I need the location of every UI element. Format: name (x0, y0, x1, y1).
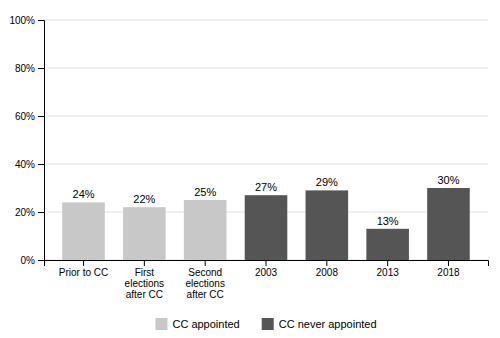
x-axis: Prior to CC Firstelectionsafter CC Seconde… (45, 260, 489, 300)
x-axis-line (45, 261, 489, 267)
x-tick-label: Firstelectionsafter CC (125, 267, 164, 300)
x-tick-mark (387, 260, 388, 266)
data-label: 22% (133, 193, 155, 205)
bar (427, 188, 470, 260)
bar (62, 202, 105, 260)
legend-swatch (262, 318, 274, 330)
legend-item: CC never appointed (262, 318, 377, 330)
x-tick-mark (266, 260, 267, 266)
legend-label: CC never appointed (279, 318, 377, 330)
grid-line (44, 20, 488, 21)
y-tick-label: 20% (15, 207, 35, 218)
grid-line (44, 164, 488, 165)
y-tick: 100% (9, 15, 44, 26)
y-tick-label: 60% (15, 111, 35, 122)
legend: CC appointed CC never appointed (155, 318, 376, 330)
plot: 0% 20% 40% 60% 80% 100% Prior to CC Firstelecti… (9, 15, 488, 300)
data-label: 13% (377, 215, 399, 227)
grid (44, 20, 488, 260)
y-tick: 20% (15, 207, 44, 218)
y-tick-mark (38, 68, 44, 69)
bar (306, 190, 349, 260)
y-tick-mark (38, 260, 44, 261)
x-tick-label: 2003 (255, 267, 278, 278)
x-tick: 2003 (255, 260, 278, 278)
bar (245, 195, 288, 260)
x-tick: Firstelectionsafter CC (125, 260, 164, 300)
bars (62, 188, 470, 260)
x-tick-label: 2018 (437, 267, 460, 278)
y-tick-label: 0% (21, 255, 36, 266)
x-tick-label: 2008 (316, 267, 339, 278)
grid-line (44, 68, 488, 69)
x-tick-label: 2013 (377, 267, 400, 278)
y-tick-mark (38, 164, 44, 165)
x-tick-mark (326, 260, 327, 266)
x-tick-mark (83, 260, 84, 266)
data-label: 25% (194, 186, 216, 198)
y-tick-mark (38, 20, 44, 21)
y-tick-label: 80% (15, 63, 35, 74)
data-label: 29% (316, 176, 338, 188)
data-label: 24% (73, 188, 95, 200)
legend-item: CC appointed (155, 318, 239, 330)
x-tick-mark (144, 260, 145, 266)
data-label: 27% (255, 181, 277, 193)
x-tick: Prior to CC (59, 260, 108, 278)
x-tick-label: Secondelectionsafter CC (185, 267, 224, 300)
data-labels: 24% 22% 25% 27% 29% 13% 30% (73, 174, 460, 227)
y-tick-mark (38, 116, 44, 117)
y-axis: 0% 20% 40% 60% 80% 100% (9, 15, 44, 266)
y-tick-label: 100% (9, 15, 35, 26)
y-tick-label: 40% (15, 159, 35, 170)
y-axis-line (38, 21, 45, 261)
y-tick: 80% (15, 63, 44, 74)
x-tick-mark (205, 260, 206, 266)
x-tick: 2013 (377, 260, 400, 278)
y-tick: 40% (15, 159, 44, 170)
x-tick: 2008 (316, 260, 339, 278)
x-tick-label: Prior to CC (59, 267, 108, 278)
y-tick: 0% (21, 255, 44, 266)
x-tick-mark (448, 260, 449, 266)
chart: 0% 20% 40% 60% 80% 100% Prior to CC Firstelecti… (0, 0, 500, 338)
y-tick: 60% (15, 111, 44, 122)
x-tick: Secondelectionsafter CC (185, 260, 224, 300)
grid-line (44, 116, 488, 117)
data-label: 30% (437, 174, 459, 186)
x-tick: 2018 (437, 260, 460, 278)
bar (366, 229, 409, 260)
bar (123, 207, 166, 260)
legend-label: CC appointed (172, 318, 239, 330)
bar (184, 200, 227, 260)
y-tick-mark (38, 212, 44, 213)
legend-swatch (155, 318, 167, 330)
